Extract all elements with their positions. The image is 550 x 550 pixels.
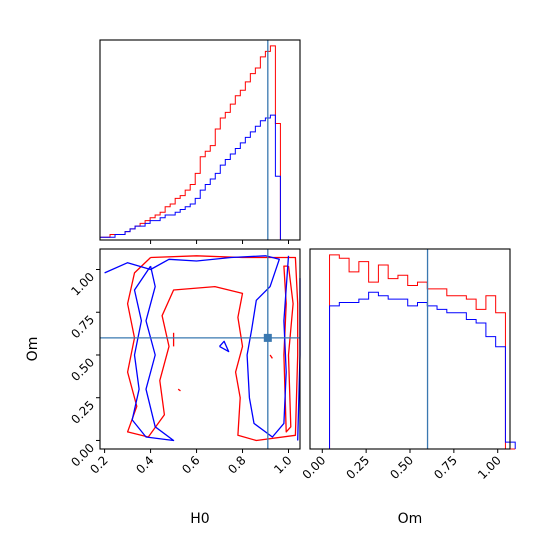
- axes-frame: [99, 248, 301, 450]
- x-tick-label: 0.6: [179, 453, 202, 476]
- y-axis-label: Om: [25, 337, 41, 362]
- histogram-series-1: [310, 291, 516, 450]
- histogram-series-1: [99, 114, 301, 241]
- contour-line-3: [177, 388, 181, 392]
- y-tick-label: 0.50: [68, 355, 97, 384]
- y-tick-label: 0.25: [68, 398, 97, 427]
- contour-line-5: [104, 255, 290, 438]
- y-tick-label: 0.75: [68, 312, 97, 341]
- histogram-series-0: [310, 254, 516, 450]
- x-tick-label: 0.8: [225, 453, 248, 476]
- y-tick-label: 1.00: [68, 270, 97, 299]
- contour-line-1: [283, 265, 294, 433]
- contour-line-7: [131, 265, 175, 442]
- x-axis-label: Om: [398, 511, 423, 527]
- x-tick-label: 0.4: [133, 453, 156, 476]
- truth-marker: [263, 333, 272, 342]
- om-histogram-panel: 0.00 0.25 0.50 0.75 1.00 Om: [300, 248, 516, 527]
- contour-line-4: [269, 354, 273, 359]
- x-tick-label: 0.00: [300, 453, 329, 482]
- h0-histogram-panel: [99, 39, 301, 244]
- x-tick-label: 0.50: [387, 453, 416, 482]
- x-axis-label: H0: [190, 511, 209, 527]
- histogram-series-0: [99, 45, 301, 241]
- x-tick-label: 1.00: [475, 453, 504, 482]
- axes-frame: [99, 39, 301, 241]
- x-tick-label: 0.25: [343, 453, 372, 482]
- contour-line-0: [126, 255, 299, 442]
- x-tick-label: 1.0: [271, 453, 294, 476]
- axes-frame: [309, 248, 511, 450]
- x-tick-label: 0.75: [431, 453, 460, 482]
- contour-line-8: [219, 340, 230, 353]
